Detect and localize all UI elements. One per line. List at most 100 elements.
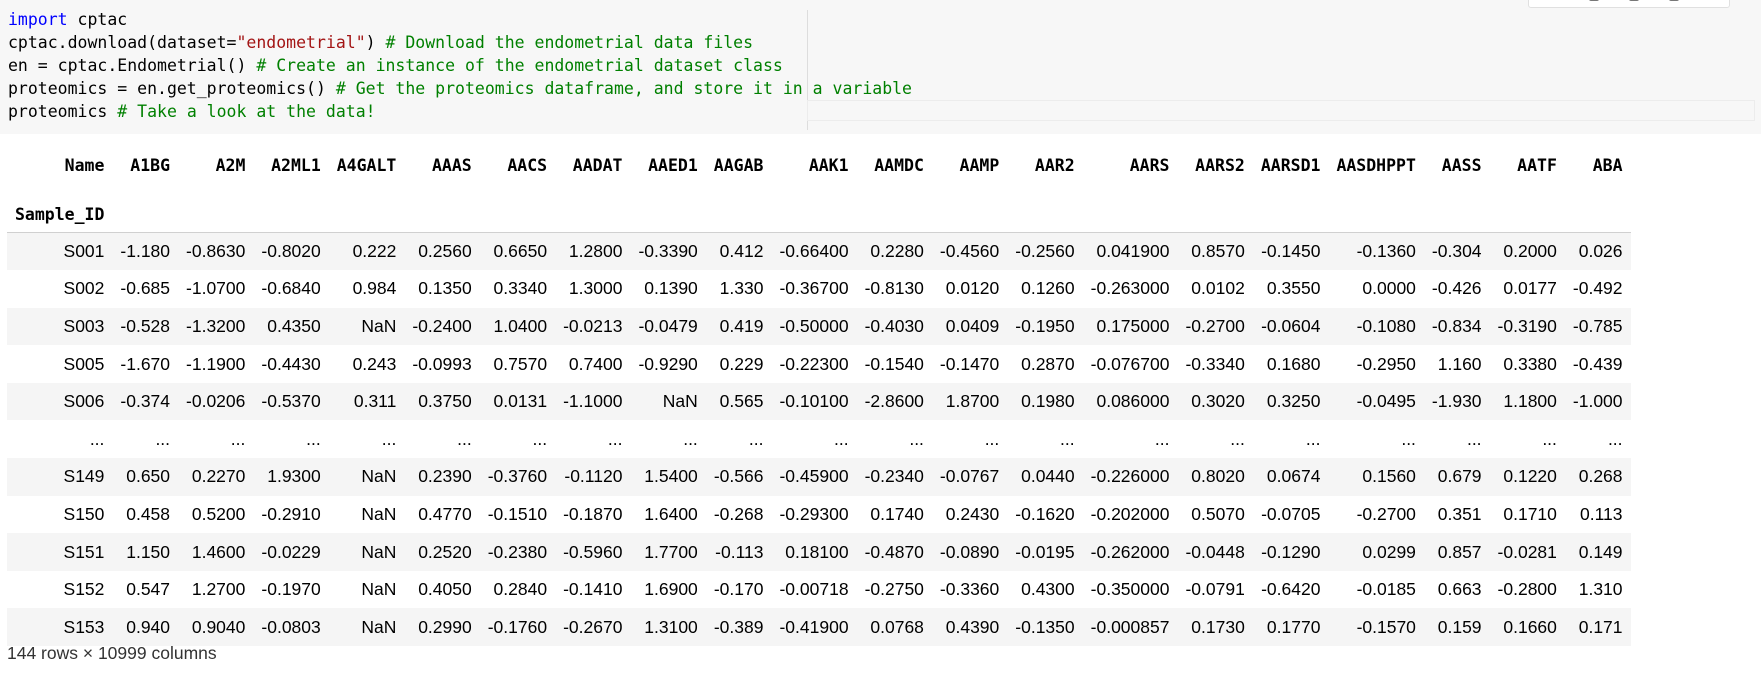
table-cell: NaN	[361, 503, 397, 524]
table-cell: 0.0299	[1362, 541, 1416, 562]
table-cell: ...	[532, 428, 548, 449]
column-header: ABA	[1592, 155, 1623, 175]
dataframe-shape: 144 rows × 10999 columns	[7, 643, 217, 663]
table-cell: NaN	[662, 391, 698, 412]
table-cell: 0.7400	[568, 353, 623, 374]
table-cell: ...	[457, 428, 472, 449]
column-header: AATF	[1517, 155, 1557, 175]
table-cell: 1.150	[126, 541, 171, 562]
table-cell: 0.2280	[870, 241, 924, 262]
delete-icon[interactable]	[1669, 0, 1679, 1]
table-cell: -0.0993	[412, 353, 472, 374]
table-cell: 0.041900	[1096, 241, 1170, 262]
table-cell: -1.1900	[186, 353, 246, 374]
table-cell: 1.330	[719, 278, 764, 299]
table-cell: 0.268	[1578, 466, 1623, 487]
table-cell: 0.4300	[1021, 579, 1075, 600]
move-up-icon[interactable]	[1589, 0, 1599, 1]
code-token: )	[365, 33, 386, 52]
table-cell: NaN	[361, 579, 397, 600]
table-cell: ...	[306, 428, 321, 449]
column-header: AAR2	[1034, 155, 1075, 175]
table-cell: 0.6650	[493, 241, 548, 262]
table-cell: 1.3100	[644, 616, 698, 637]
cell-toolbar	[1528, 0, 1730, 8]
table-cell: -0.0495	[1356, 391, 1416, 412]
table-cell: 0.0674	[1266, 466, 1321, 487]
table-cell: -0.1080	[1356, 315, 1416, 336]
table-cell: -0.66400	[779, 241, 849, 262]
table-cell: -0.2800	[1497, 579, 1557, 600]
column-header: AASDHPPT	[1336, 155, 1416, 175]
table-cell: -1.0700	[186, 278, 246, 299]
table-row: S002 -0.685 -1.0700 -0.6840 0.984 0.1350 0.334…	[7, 270, 1631, 308]
column-header: AAMDC	[874, 155, 924, 175]
table-cell: 0.0131	[493, 391, 548, 412]
column-header: AARSD1	[1260, 155, 1321, 175]
code-cell[interactable]: import cptac cptac.download(dataset="end…	[0, 0, 1761, 134]
code-editor[interactable]: import cptac cptac.download(dataset="end…	[8, 8, 912, 123]
column-header: AAMP	[959, 155, 1000, 175]
table-cell: -0.492	[1572, 278, 1623, 299]
ruler-guide	[807, 10, 808, 130]
code-line-2: cptac.download(dataset="endometrial") # …	[8, 33, 753, 52]
table-cell: 0.3550	[1266, 278, 1321, 299]
table-cell: 0.8570	[1191, 241, 1245, 262]
table-cell: -0.170	[713, 579, 764, 600]
column-header: AASS	[1441, 155, 1482, 175]
table-cell: 0.2000	[1503, 241, 1557, 262]
column-header: AARS	[1129, 155, 1170, 175]
column-header: AAED1	[648, 155, 698, 175]
table-cell: -0.0185	[1356, 579, 1416, 600]
table-cell: -0.113	[715, 541, 764, 562]
row-index: S005	[63, 353, 105, 374]
table-cell: 0.0440	[1021, 466, 1075, 487]
code-line-4: proteomics = en.get_proteomics() # Get t…	[8, 79, 912, 98]
table-cell: -0.1620	[1015, 503, 1075, 524]
index-header-row: Sample_ID	[7, 196, 1631, 233]
table-cell: -0.6840	[261, 278, 321, 299]
dataframe-table: Name A1BG A2M A2ML1 A4GALT AAAS AACS AADAT AAED…	[7, 134, 1631, 647]
table-cell: -0.0448	[1185, 541, 1245, 562]
table-cell: 1.0400	[493, 315, 548, 336]
index-header-spacer	[771, 196, 857, 233]
table-cell: 1.6400	[644, 503, 698, 524]
table-cell: 0.1560	[1362, 466, 1416, 487]
table-cell: 0.3250	[1266, 391, 1321, 412]
table-cell: -0.1970	[261, 579, 321, 600]
table-cell: 0.940	[126, 616, 171, 637]
table-cell: -0.439	[1572, 353, 1623, 374]
table-cell: ...	[155, 428, 171, 449]
dataframe-body: S001 -1.180 -0.8630 -0.8020 0.222 0.2560 0.665…	[7, 232, 1631, 647]
table-cell: 1.6900	[644, 579, 698, 600]
table-cell: -0.1870	[563, 503, 623, 524]
table-cell: 0.2560	[418, 241, 472, 262]
table-cell: 0.3340	[493, 278, 548, 299]
table-cell: 0.0102	[1191, 278, 1245, 299]
table-cell: ...	[1607, 428, 1623, 449]
column-header: A4GALT	[336, 155, 397, 175]
column-header: A2M	[215, 155, 246, 175]
index-header-spacer	[555, 196, 631, 233]
table-cell: -0.2910	[261, 503, 321, 524]
table-cell: -0.304	[1431, 241, 1482, 262]
table-row: ........................................…	[7, 420, 1631, 458]
table-cell: 0.175000	[1096, 315, 1170, 336]
table-cell: -0.1350	[1015, 616, 1075, 637]
table-cell: -0.076700	[1090, 353, 1170, 374]
row-index: S006	[63, 391, 105, 412]
table-cell: -0.0803	[261, 616, 321, 637]
table-cell: 0.5070	[1191, 503, 1245, 524]
settings-icon[interactable]	[1629, 0, 1639, 1]
row-index: S152	[63, 579, 105, 600]
index-header-spacer	[1328, 196, 1424, 233]
table-cell: 0.3380	[1503, 353, 1557, 374]
table-cell: -0.5370	[261, 391, 321, 412]
table-cell: 0.2840	[493, 579, 548, 600]
table-cell: -0.2750	[864, 579, 924, 600]
table-cell: 0.2520	[418, 541, 472, 562]
table-cell: -0.1950	[1015, 315, 1075, 336]
table-row: S006 -0.374 -0.0206 -0.5370 0.311 0.3750 0.013…	[7, 382, 1631, 421]
index-header-spacer	[404, 196, 480, 233]
table-cell: -0.374	[120, 391, 171, 412]
